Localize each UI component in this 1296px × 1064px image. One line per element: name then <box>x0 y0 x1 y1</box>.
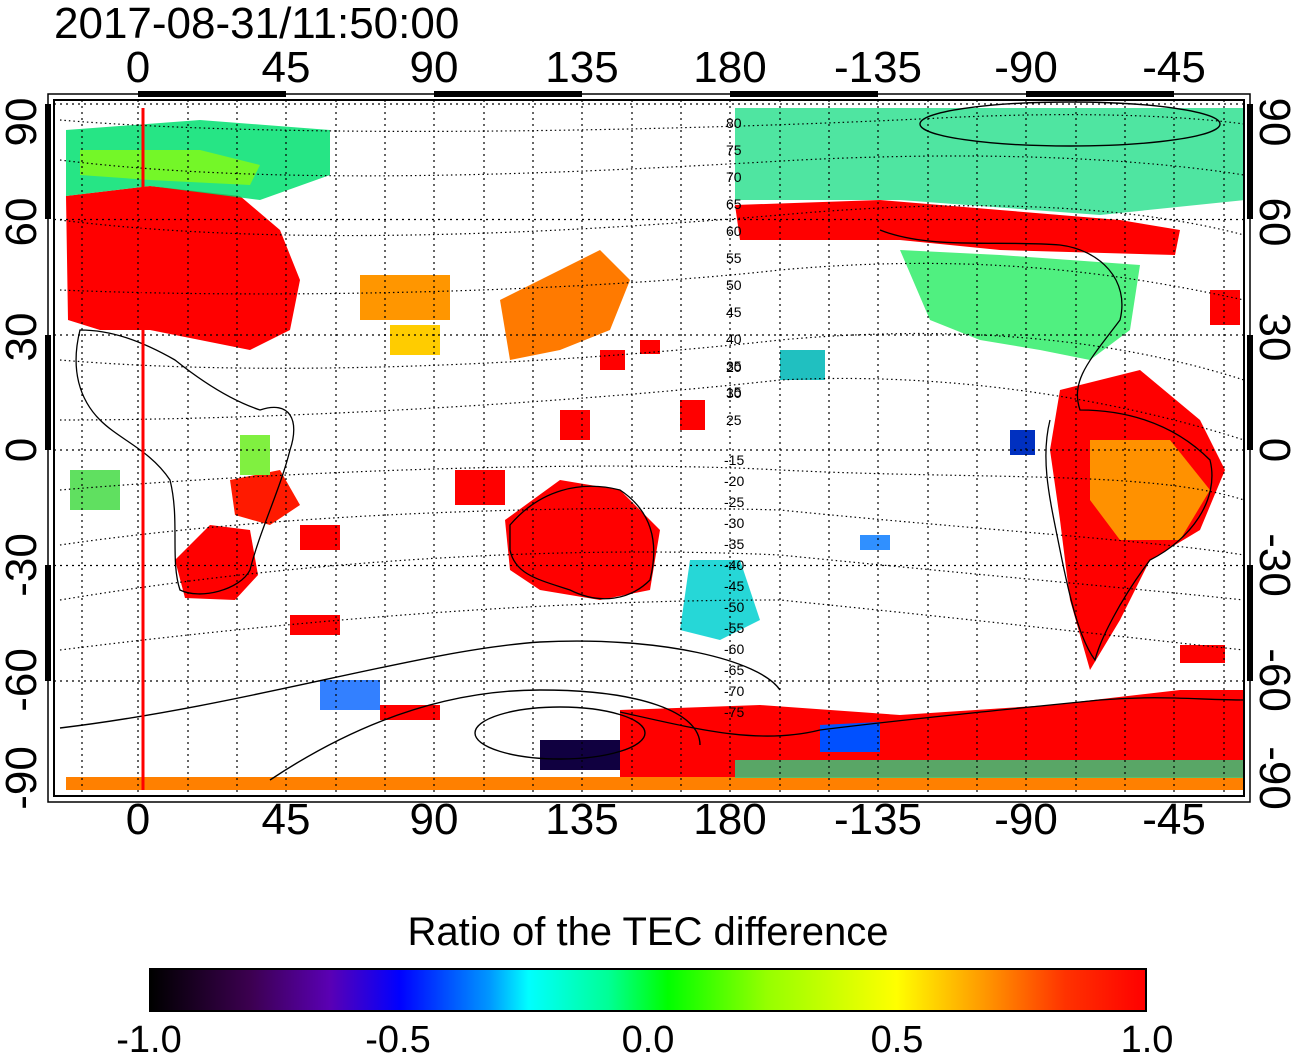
colorbar-label-neg-half: -0.5 <box>365 1019 431 1061</box>
contour-label: 65 <box>726 196 742 212</box>
right-tick-60: 60 <box>1250 197 1296 247</box>
contour-label: 25 <box>726 412 742 428</box>
east-asia-anomaly <box>500 250 630 360</box>
bottom-tick-0: 0 <box>125 795 151 844</box>
top-tick-45: 45 <box>261 43 311 92</box>
bottom-tick-neg135: -135 <box>833 795 923 844</box>
right-tick-90: 90 <box>1250 97 1296 147</box>
contour-label: -25 <box>724 494 744 510</box>
top-tick-neg135: -135 <box>833 43 923 92</box>
frame-ticks <box>45 91 1253 681</box>
graticule <box>54 100 1244 796</box>
bottom-tick-90: 90 <box>409 795 459 844</box>
contour-label: 55 <box>726 250 742 266</box>
contour-label: -65 <box>724 662 744 678</box>
top-tick-90: 90 <box>409 43 459 92</box>
contour-label: -40 <box>724 557 744 573</box>
right-tick-neg60: -60 <box>1250 648 1296 712</box>
contour-label: -45 <box>724 578 744 594</box>
top-tick-neg90: -90 <box>994 43 1058 92</box>
right-tick-30: 30 <box>1250 312 1296 362</box>
left-tick-90: 90 <box>0 97 46 147</box>
contour-label: -15 <box>724 452 744 468</box>
contour-label: 45 <box>726 304 742 320</box>
contour-label: 35 <box>726 358 742 374</box>
contour-label: 80 <box>726 115 742 131</box>
top-tick-180: 180 <box>693 43 767 92</box>
left-tick-neg60: -60 <box>0 648 46 712</box>
left-tick-neg30: -30 <box>0 533 46 597</box>
contour-label: 15 <box>726 384 742 400</box>
bottom-tick-neg90: -90 <box>994 795 1058 844</box>
contour-label: 50 <box>726 277 742 293</box>
top-tick-neg45: -45 <box>1142 43 1206 92</box>
right-tick-0: 0 <box>1250 437 1296 463</box>
contour-label: -60 <box>724 641 744 657</box>
left-tick-30: 30 <box>0 312 46 362</box>
scatter-patches <box>70 275 1240 720</box>
colorbar-title: Ratio of the TEC difference <box>407 910 889 954</box>
bottom-tick-neg45: -45 <box>1142 795 1206 844</box>
map-timestamp: 2017-08-31/11:50:00 <box>54 0 460 48</box>
colorbar-label-min: -1.0 <box>116 1019 182 1061</box>
colorbar-label-max: 1.0 <box>1120 1019 1174 1061</box>
right-tick-neg90: -90 <box>1250 746 1296 810</box>
contour-label: 60 <box>726 223 742 239</box>
bottom-tick-135: 135 <box>545 795 619 844</box>
contour-label: -70 <box>724 683 744 699</box>
right-tick-neg30: -30 <box>1250 533 1296 597</box>
magnetic-contours <box>59 114 1245 651</box>
map-frame <box>53 99 1245 797</box>
antarctic-anomaly <box>620 690 1244 780</box>
colorbar-label-zero: 0.0 <box>621 1019 675 1061</box>
left-tick-60: 60 <box>0 197 46 247</box>
contour-label: -55 <box>724 620 744 636</box>
left-tick-0: 0 <box>0 437 46 463</box>
colorbar <box>149 968 1147 1012</box>
polar-contours <box>59 101 1221 781</box>
contour-label: -50 <box>724 599 744 615</box>
top-tick-0: 0 <box>125 43 151 92</box>
contour-label: 30 <box>726 385 742 401</box>
contour-label: 40 <box>726 331 742 347</box>
left-tick-neg90: -90 <box>0 746 46 810</box>
contour-label: 70 <box>726 169 742 185</box>
bottom-tick-45: 45 <box>261 795 311 844</box>
colorbar-label-pos-half: 0.5 <box>870 1019 924 1061</box>
contour-label: 20 <box>726 359 742 375</box>
contour-label: -20 <box>724 473 744 489</box>
bottom-tick-180: 180 <box>693 795 767 844</box>
contour-label: 75 <box>726 142 742 158</box>
contour-label: -30 <box>724 515 744 531</box>
coastlines <box>75 229 1245 737</box>
top-tick-135: 135 <box>545 43 619 92</box>
europe-anomaly <box>66 186 300 350</box>
contour-label: -35 <box>724 536 744 552</box>
north-america-anomaly <box>900 250 1140 360</box>
north-america-band <box>735 200 1180 255</box>
contour-label: -75 <box>724 704 744 720</box>
